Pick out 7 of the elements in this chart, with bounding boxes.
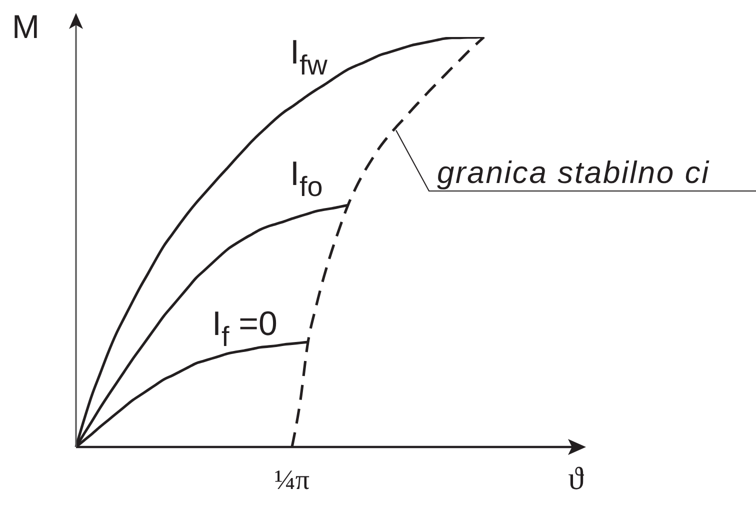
series-label: granica stabilno ci bbox=[437, 155, 710, 190]
y-axis-title: M bbox=[12, 8, 40, 45]
series-label: I$_{fw}$ bbox=[290, 34, 328, 81]
series-label: I$_{fo}$ bbox=[290, 155, 323, 202]
text: ¼π bbox=[274, 465, 310, 496]
x-axis-title: ϑ bbox=[568, 460, 584, 496]
series-label: I$_{f}$ =0 bbox=[212, 305, 278, 352]
